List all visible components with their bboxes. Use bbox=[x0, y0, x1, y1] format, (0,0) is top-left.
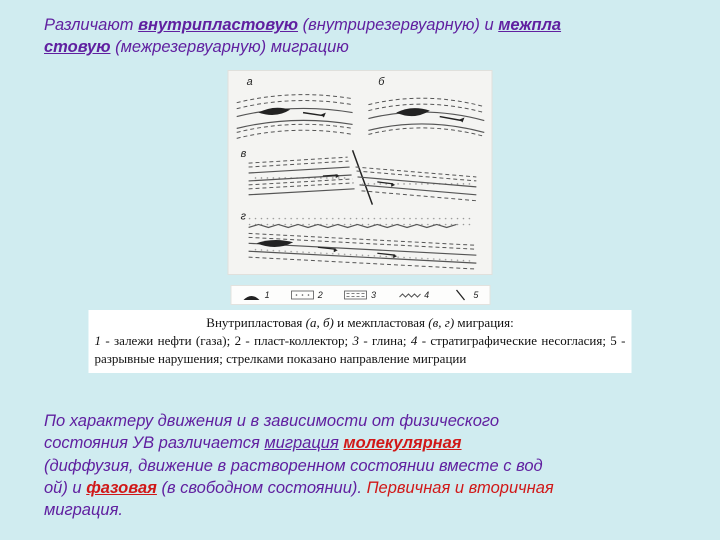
text: ой) и bbox=[44, 479, 86, 497]
figure-caption: Внутрипластовая (а, б) и межпластовая (в… bbox=[89, 310, 632, 373]
text: - залежи нефти (газа); 2 - пласт-коллект… bbox=[101, 333, 352, 348]
legend-item-5: 5 bbox=[450, 289, 478, 301]
geological-diagram-svg: а б bbox=[229, 71, 492, 274]
keyword-phase: фазовая bbox=[86, 479, 157, 497]
legend-item-4: 4 bbox=[397, 290, 429, 300]
svg-text:в: в bbox=[241, 148, 247, 160]
legend-label: 4 bbox=[424, 290, 429, 300]
legend-label: 2 bbox=[318, 290, 323, 300]
text: (а, б) bbox=[306, 315, 334, 330]
text: состояния УВ различается bbox=[44, 434, 264, 452]
legend-label: 1 bbox=[265, 290, 270, 300]
svg-text:а: а bbox=[247, 76, 253, 88]
keyword-molecular: молекулярная bbox=[343, 434, 461, 452]
diagram: а б bbox=[228, 70, 493, 275]
text: (межрезервуарную) bbox=[111, 38, 271, 56]
text: (в, г) bbox=[428, 315, 454, 330]
text: (в свободном состоянии). bbox=[157, 479, 367, 497]
figure: а б bbox=[228, 70, 493, 305]
text: миграцию bbox=[271, 38, 349, 56]
legend: 1 2 3 4 5 bbox=[230, 285, 490, 305]
caption-body: 1 - залежи нефти (газа); 2 - пласт-колле… bbox=[95, 332, 626, 368]
svg-text:г: г bbox=[241, 211, 247, 223]
legend-item-2: 2 bbox=[291, 290, 323, 300]
legend-item-3: 3 bbox=[344, 290, 376, 300]
text: - глина; bbox=[359, 333, 411, 348]
text: (внутрирезервуарную) и bbox=[298, 16, 498, 34]
text: (диффузия, движение в растворенном состо… bbox=[44, 457, 543, 475]
text: Различают bbox=[44, 16, 138, 34]
keyword-intrabed: внутрипластовую bbox=[138, 16, 298, 34]
intro-paragraph: Различают внутрипластовую (внутрирезерву… bbox=[44, 14, 676, 59]
bottom-paragraph: По характеру движения и в зависимости от… bbox=[44, 410, 676, 521]
text: По характеру движения и в зависимости от… bbox=[44, 412, 499, 430]
text: миграция. bbox=[44, 501, 123, 519]
keyword-interbed-a: межпла bbox=[498, 16, 561, 34]
legend-label: 5 bbox=[473, 290, 478, 300]
text: Первичная и вторичная bbox=[367, 479, 554, 497]
text: Внутрипластовая bbox=[206, 315, 305, 330]
legend-item-1: 1 bbox=[242, 290, 270, 300]
svg-text:б: б bbox=[378, 76, 385, 88]
keyword-interbed-b: стовую bbox=[44, 38, 111, 56]
text: миграция bbox=[264, 434, 338, 452]
text: и межпластовая bbox=[334, 315, 428, 330]
legend-label: 3 bbox=[371, 290, 376, 300]
caption-title: Внутрипластовая (а, б) и межпластовая (в… bbox=[95, 314, 626, 332]
text: миграция: bbox=[454, 315, 514, 330]
